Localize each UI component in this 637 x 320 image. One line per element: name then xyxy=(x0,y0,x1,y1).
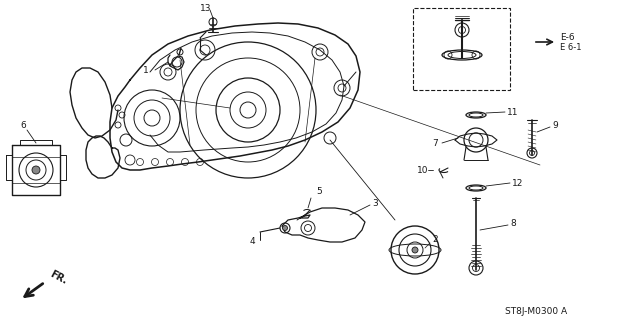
Text: 3: 3 xyxy=(372,198,378,207)
Text: 13: 13 xyxy=(200,4,211,12)
Text: 12: 12 xyxy=(512,179,524,188)
Text: 6: 6 xyxy=(20,121,25,130)
Bar xyxy=(413,8,510,90)
Text: 11: 11 xyxy=(507,108,519,116)
Circle shape xyxy=(32,166,40,174)
Circle shape xyxy=(412,247,418,253)
Circle shape xyxy=(282,226,287,230)
Text: 8: 8 xyxy=(510,219,516,228)
Text: E-6: E-6 xyxy=(560,33,575,42)
Text: ST8J-M0300 A: ST8J-M0300 A xyxy=(505,308,567,316)
Text: 5: 5 xyxy=(316,188,322,196)
Text: 1: 1 xyxy=(143,66,149,75)
Text: FR.: FR. xyxy=(48,269,69,287)
Text: 7: 7 xyxy=(432,139,438,148)
Text: 4: 4 xyxy=(250,237,255,246)
Text: E 6-1: E 6-1 xyxy=(560,43,582,52)
Text: 9: 9 xyxy=(552,121,558,130)
Text: 10: 10 xyxy=(417,165,429,174)
Text: 2: 2 xyxy=(432,236,438,244)
